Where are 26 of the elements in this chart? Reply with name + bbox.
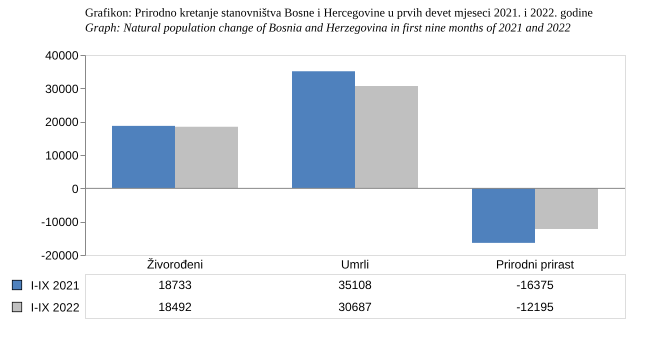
chart-subtitle: Graph: Natural population change of Bosnia and Herzegovina in first nine months of 2021 and 2022 bbox=[85, 20, 571, 34]
legend-label: I-IX 2021 bbox=[30, 278, 80, 292]
data-label: 30687 bbox=[338, 300, 372, 314]
y-tick-label: 30000 bbox=[45, 82, 79, 96]
bar bbox=[175, 126, 238, 188]
data-label: -12195 bbox=[516, 300, 554, 314]
data-label: 18492 bbox=[158, 300, 192, 314]
y-tick-label: -20000 bbox=[41, 248, 79, 262]
data-label: 18733 bbox=[158, 278, 192, 292]
bar bbox=[355, 86, 418, 188]
y-tick-label: -10000 bbox=[41, 215, 79, 230]
bar bbox=[472, 188, 535, 243]
y-tick-label: 20000 bbox=[45, 115, 79, 130]
x-tick-label: Umrli bbox=[341, 258, 369, 272]
bar bbox=[292, 71, 355, 188]
data-label: -16375 bbox=[516, 278, 554, 292]
bar bbox=[535, 188, 598, 229]
chart-title: Grafikon: Prirodno kretanje stanovništva Bosne i Hercegovine u prvih devet mjeseci 2021. i 2022. godine bbox=[85, 6, 593, 20]
x-tick-label: Živorođeni bbox=[146, 258, 204, 272]
bar bbox=[112, 126, 175, 188]
data-label: 35108 bbox=[338, 278, 372, 292]
x-tick-label: Prirodni prirast bbox=[496, 258, 575, 272]
legend-label: I-IX 2022 bbox=[30, 300, 80, 314]
y-tick-label: 10000 bbox=[45, 148, 79, 162]
y-tick-label: 40000 bbox=[45, 48, 79, 62]
y-tick-label: 0 bbox=[72, 182, 79, 196]
